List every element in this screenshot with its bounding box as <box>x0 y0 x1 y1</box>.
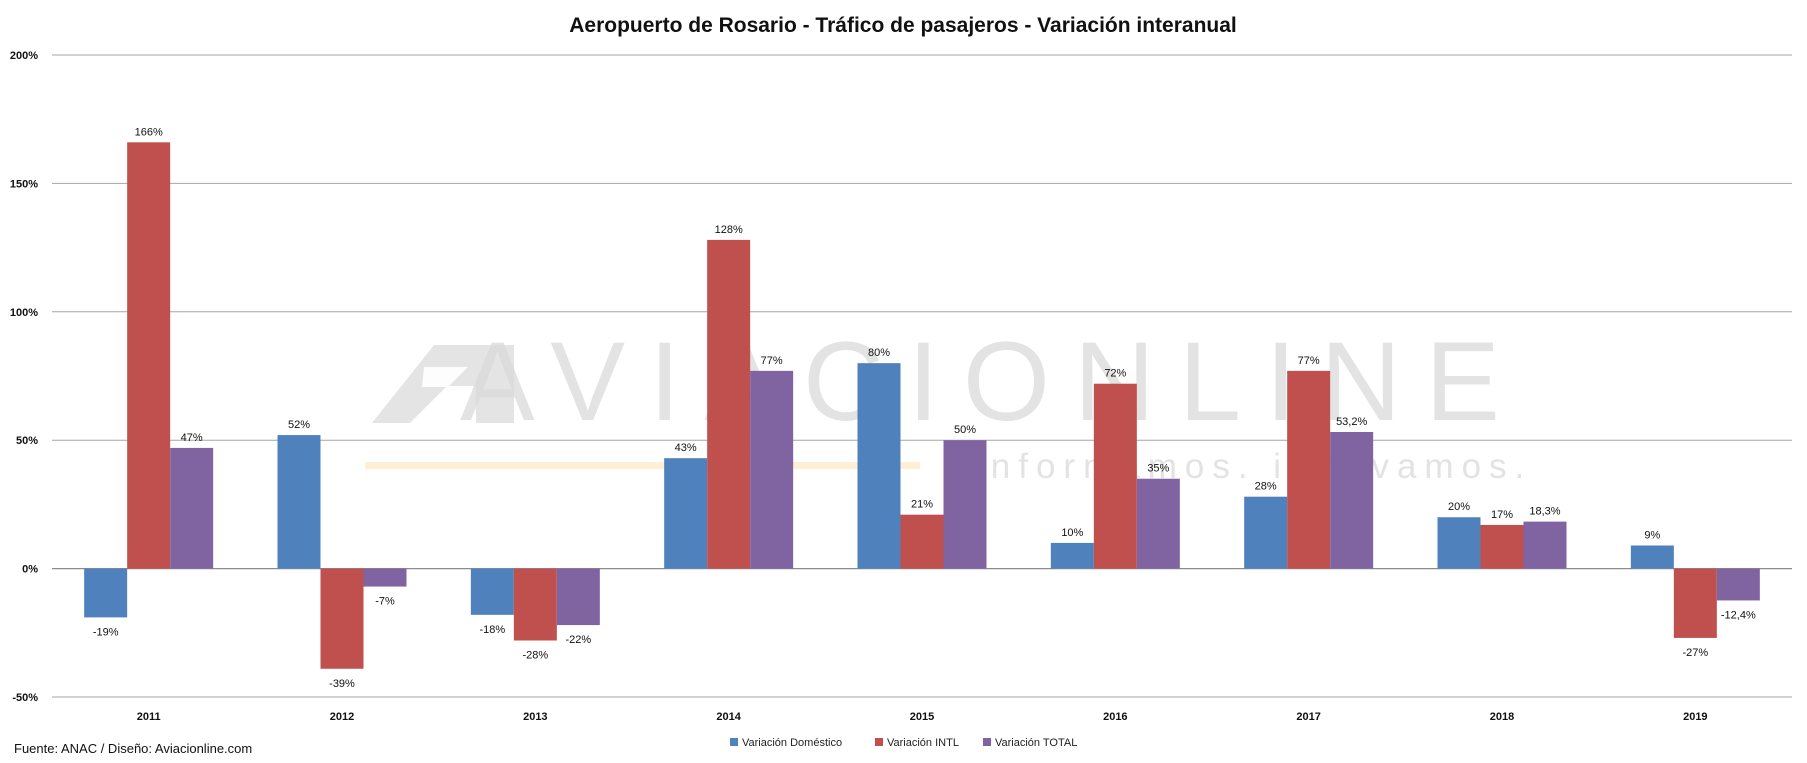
data-label: -12,4% <box>1721 609 1756 621</box>
y-tick-label: 100% <box>10 307 38 319</box>
data-label: -19% <box>93 626 119 638</box>
chart-title: Aeropuerto de Rosario - Tráfico de pasaj… <box>569 14 1237 37</box>
bar <box>556 568 600 626</box>
bar <box>363 568 407 587</box>
bar <box>943 440 987 569</box>
data-label: 77% <box>761 355 783 367</box>
bar <box>1480 524 1524 569</box>
bars <box>84 142 1760 669</box>
legend-label: Variación INTL <box>887 737 959 749</box>
bar <box>1630 545 1674 569</box>
bar <box>707 239 751 569</box>
legend-swatch <box>875 738 883 746</box>
data-label: -28% <box>522 650 548 662</box>
bar <box>1136 478 1180 569</box>
watermark-logo-icon <box>372 345 514 423</box>
bar <box>1716 568 1760 601</box>
legend: Variación Doméstico Variación INTL Variaci… <box>730 737 1077 749</box>
bar <box>1244 496 1288 569</box>
bar <box>857 363 901 569</box>
legend-label: Variación Doméstico <box>742 737 842 749</box>
bar <box>1673 568 1717 638</box>
legend-label: Variación TOTAL <box>995 737 1077 749</box>
watermark-tagline: informamos. innovamos. <box>975 447 1532 486</box>
data-label: 72% <box>1104 368 1126 380</box>
data-label: 53,2% <box>1336 416 1367 428</box>
data-label: -18% <box>479 624 505 636</box>
data-label: 28% <box>1255 481 1277 493</box>
legend-swatch <box>983 738 991 746</box>
y-tick-label: -50% <box>12 692 38 704</box>
data-label: -22% <box>565 634 591 646</box>
source-note: Fuente: ANAC / Diseño: Aviacionline.com <box>14 741 252 756</box>
x-tick-label: 2013 <box>523 711 547 723</box>
x-tick-label: 2015 <box>910 711 934 723</box>
data-label: 43% <box>675 442 697 454</box>
axes: -50% 0% 50% 100% 150% 200% 2011 2012 2013 2014 201… <box>10 50 1708 723</box>
data-label: -7% <box>375 596 395 608</box>
x-tick-label: 2019 <box>1683 711 1707 723</box>
data-label: -39% <box>329 678 355 690</box>
data-label: 9% <box>1644 529 1660 541</box>
data-label: 35% <box>1147 463 1169 475</box>
data-label: 50% <box>954 424 976 436</box>
bar <box>1287 370 1331 569</box>
data-label: -27% <box>1682 647 1708 659</box>
x-tick-label: 2017 <box>1296 711 1320 723</box>
bar <box>84 568 128 618</box>
data-label: 80% <box>868 347 890 359</box>
data-labels: -19% 166% 47% 52% -39% -7% -18% -28% -22% 43% 128%… <box>93 126 1756 689</box>
bar <box>664 458 708 569</box>
data-label: 128% <box>715 224 743 236</box>
bar <box>1330 431 1374 569</box>
bar <box>1093 383 1137 569</box>
bar <box>470 568 514 615</box>
data-label: 52% <box>288 419 310 431</box>
legend-swatch <box>730 738 738 746</box>
bar <box>320 568 364 669</box>
data-label: 10% <box>1061 527 1083 539</box>
bar <box>750 370 794 569</box>
bar <box>127 142 171 569</box>
data-label: 20% <box>1448 501 1470 513</box>
bar <box>513 568 557 641</box>
data-label: 18,3% <box>1529 506 1560 518</box>
data-label: 21% <box>911 499 933 511</box>
x-tick-label: 2014 <box>716 711 741 723</box>
x-tick-label: 2012 <box>330 711 354 723</box>
bar <box>1437 517 1481 569</box>
x-tick-label: 2018 <box>1490 711 1514 723</box>
data-label: 77% <box>1298 355 1320 367</box>
bar <box>1523 521 1567 569</box>
bar <box>1050 542 1094 569</box>
bar <box>277 435 321 569</box>
x-tick-label: 2011 <box>137 711 161 723</box>
x-tick-label: 2016 <box>1103 711 1127 723</box>
y-tick-label: 150% <box>10 178 38 190</box>
y-tick-label: 0% <box>22 564 38 576</box>
data-label: 47% <box>181 432 203 444</box>
data-label: 166% <box>135 126 163 138</box>
bar <box>170 447 214 569</box>
bar <box>900 514 944 569</box>
data-label: 17% <box>1491 509 1513 521</box>
watermark-underline <box>365 462 920 469</box>
y-tick-label: 50% <box>16 435 38 447</box>
y-tick-label: 200% <box>10 50 38 62</box>
